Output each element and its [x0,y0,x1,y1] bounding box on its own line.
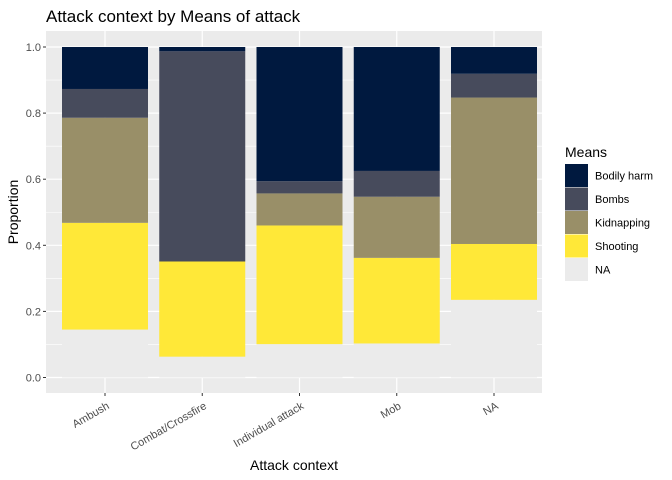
bar-segment [353,257,440,344]
bar-segment [353,170,440,197]
y-tick-label: 0.0 [26,373,41,385]
bar-segment [159,47,246,52]
y-tick-label: 1.0 [26,42,41,54]
legend-title: Means [565,144,607,160]
bar-segment [62,47,148,89]
legend-swatch [565,164,588,187]
legend-swatch [565,187,588,211]
bar-segment [256,225,343,345]
bar-segment [159,356,246,378]
legend-label: Bodily harm [595,171,653,183]
bar-segment [62,88,148,118]
legend-label: Kidnapping [595,218,650,230]
bar-segment [451,299,537,378]
bar-segment [62,329,148,378]
y-tick-label: 0.6 [26,174,41,186]
y-axis: 0.0 0.2 0.4 0.6 0.8 1.0 [26,42,46,385]
bar-segment [353,343,440,378]
x-tick-label: Ambush [71,400,112,431]
bar-segment [256,193,343,226]
bar-segment [256,181,343,194]
y-tick-label: 0.2 [26,306,41,318]
legend-label: Bombs [595,194,630,206]
x-tick-label: NA [481,400,501,418]
bar-segment [62,117,148,223]
legend: Means Bodily harm Bombs Kidnapping Shooting… [565,144,653,281]
x-axis: Ambush Combat/Crossfire Individual attack M… [71,393,501,453]
bar-segment [353,47,440,171]
y-tick-label: 0.4 [26,240,41,252]
bar-segment [451,47,537,74]
bar-segment [451,97,537,244]
bar-segment [256,344,343,378]
x-axis-title: Attack context [250,457,338,473]
legend-swatch [565,258,588,281]
x-tick-label: Individual attack [232,400,307,450]
x-tick-label: Mob [379,400,404,421]
bar-segment [256,47,343,182]
chart-title: Attack context by Means of attack [46,7,301,26]
bars [62,47,537,378]
y-axis-title: Proportion [5,180,21,245]
legend-swatch [565,234,588,258]
legend-label: Shooting [595,241,638,253]
bar-segment [353,196,440,258]
x-tick-label: Combat/Crossfire [129,400,209,453]
bar-segment [451,243,537,300]
bar-segment [451,73,537,98]
legend-swatch [565,211,588,234]
bar-segment [159,261,246,357]
bar-segment [159,51,246,262]
bar-segment [62,222,148,330]
y-tick-label: 0.8 [26,108,41,120]
legend-label: NA [595,265,611,277]
